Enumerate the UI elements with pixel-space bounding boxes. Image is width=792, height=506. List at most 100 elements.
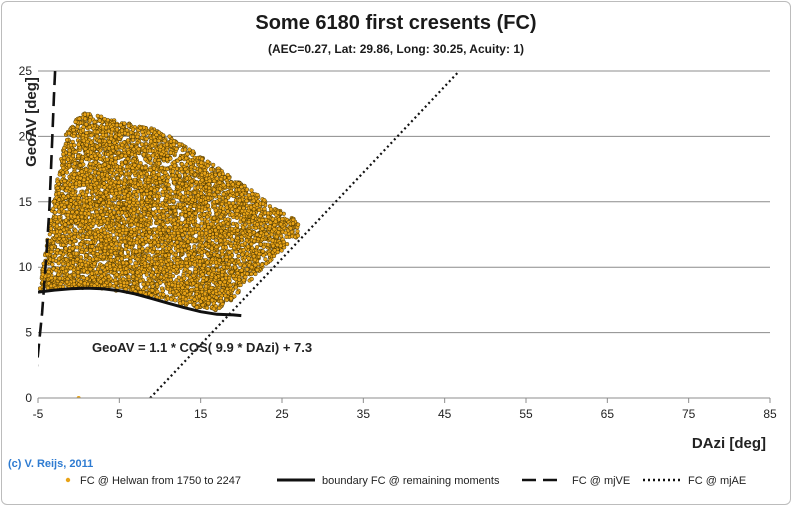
data-point	[161, 133, 166, 138]
data-point	[289, 229, 295, 235]
data-point	[76, 273, 81, 279]
data-point	[141, 227, 146, 233]
data-point	[195, 223, 200, 228]
data-point	[184, 256, 189, 262]
data-point	[256, 237, 261, 242]
data-point	[122, 121, 127, 126]
data-point	[211, 162, 216, 168]
data-point	[223, 293, 228, 298]
data-point	[150, 288, 155, 293]
data-point	[154, 269, 159, 274]
data-point	[274, 234, 279, 239]
data-point	[284, 234, 289, 240]
data-point	[58, 281, 63, 287]
data-point	[94, 256, 99, 262]
data-point	[106, 129, 111, 134]
data-point	[111, 210, 117, 215]
data-point	[268, 258, 273, 263]
data-point	[249, 188, 254, 193]
data-point	[279, 248, 284, 253]
data-point	[64, 137, 70, 143]
data-point	[113, 156, 118, 161]
data-point	[163, 170, 168, 175]
data-point	[72, 172, 77, 177]
data-point	[135, 134, 140, 139]
data-point	[60, 170, 66, 175]
data-point	[60, 186, 65, 191]
data-point	[70, 190, 76, 195]
data-point	[203, 284, 209, 289]
data-point	[185, 152, 190, 157]
data-point	[130, 270, 135, 275]
data-point	[148, 167, 153, 173]
data-point	[127, 264, 133, 269]
data-point	[116, 201, 121, 206]
data-point	[165, 213, 170, 218]
data-point	[148, 161, 153, 166]
data-point	[71, 127, 76, 133]
data-point	[200, 303, 205, 308]
data-point	[101, 167, 106, 172]
data-point	[172, 160, 177, 165]
data-point	[187, 147, 192, 152]
data-point	[89, 235, 94, 240]
data-point	[185, 190, 191, 195]
data-point	[178, 202, 183, 207]
data-point	[176, 292, 181, 297]
data-point	[121, 276, 126, 282]
data-point	[118, 123, 123, 128]
data-point	[225, 209, 230, 214]
data-point	[117, 228, 122, 234]
data-point	[156, 172, 161, 177]
data-point	[75, 270, 81, 275]
data-point	[261, 253, 266, 258]
copyright-note: (c) V. Reijs, 2011	[8, 458, 94, 470]
data-point	[119, 256, 124, 261]
data-point	[219, 201, 225, 207]
data-point	[134, 218, 139, 223]
data-point	[171, 230, 177, 236]
data-point	[64, 170, 70, 175]
data-point	[125, 138, 131, 143]
data-point	[113, 246, 118, 251]
data-point	[47, 232, 52, 237]
data-point	[214, 199, 220, 204]
data-point	[234, 192, 240, 197]
data-point	[235, 290, 240, 295]
data-point	[204, 305, 210, 311]
data-point	[67, 151, 72, 157]
data-point	[162, 138, 167, 143]
data-point	[158, 179, 163, 185]
data-point	[92, 177, 97, 182]
data-point	[60, 261, 66, 266]
data-point	[141, 282, 146, 287]
data-point	[55, 185, 60, 191]
data-point	[173, 252, 178, 258]
data-point	[223, 241, 228, 246]
chart-subtitle: (AEC=0.27, Lat: 29.86, Long: 30.25, Acui…	[268, 42, 524, 56]
data-point	[160, 175, 165, 180]
data-point	[130, 134, 136, 140]
data-point	[110, 215, 116, 220]
data-point	[205, 159, 210, 164]
data-point	[229, 269, 234, 275]
data-point	[96, 175, 101, 180]
data-point	[144, 285, 149, 290]
data-point	[151, 211, 156, 216]
data-point	[130, 127, 136, 132]
data-point	[72, 272, 77, 278]
data-point	[50, 257, 56, 263]
data-point	[147, 156, 153, 161]
data-point	[178, 220, 184, 226]
data-point	[236, 253, 241, 259]
data-point	[133, 260, 138, 266]
data-point	[187, 270, 192, 275]
data-point	[89, 133, 94, 138]
data-point	[144, 272, 149, 277]
data-point	[76, 234, 81, 239]
data-point	[68, 265, 73, 271]
data-point	[56, 191, 62, 196]
data-point	[92, 153, 98, 158]
data-point	[206, 267, 211, 272]
